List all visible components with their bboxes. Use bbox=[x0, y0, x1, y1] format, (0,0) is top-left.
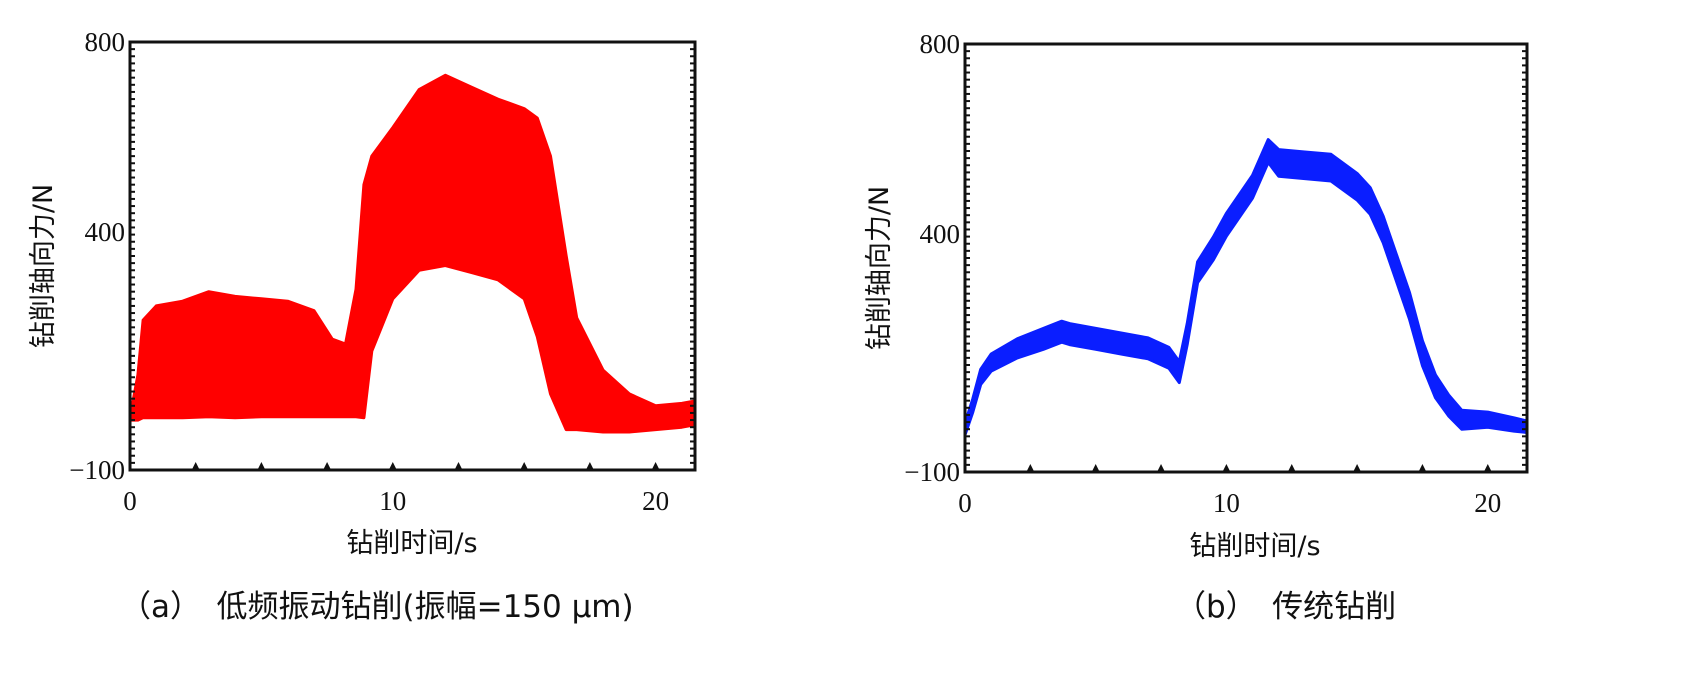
x-axis-title: 钻削时间/s bbox=[346, 528, 477, 559]
x-tick-mark bbox=[1091, 464, 1100, 472]
x-tick-label: 10 bbox=[1213, 488, 1240, 518]
x-tick-mark bbox=[454, 462, 463, 470]
x-tick-mark bbox=[388, 462, 397, 470]
x-axis-title: 钻削时间/s bbox=[1189, 531, 1320, 562]
x-tick-mark bbox=[1483, 464, 1492, 472]
y-tick-label: −100 bbox=[904, 457, 960, 487]
y-tick-label: 800 bbox=[920, 29, 961, 59]
x-tick-mark bbox=[1157, 464, 1166, 472]
y-tick-label: −100 bbox=[69, 455, 125, 485]
y-axis-title: 钻削轴向力/N bbox=[864, 186, 895, 350]
x-tick-mark bbox=[1222, 464, 1231, 472]
data-band bbox=[963, 138, 1529, 437]
y-axis-title: 钻削轴向力/N bbox=[28, 184, 59, 348]
x-tick-mark bbox=[323, 462, 332, 470]
x-tick-mark bbox=[1353, 464, 1362, 472]
x-tick-mark bbox=[585, 462, 594, 470]
x-tick-label: 0 bbox=[958, 488, 972, 518]
x-tick-mark bbox=[257, 462, 266, 470]
y-tick-label: 400 bbox=[920, 219, 961, 249]
x-tick-label: 0 bbox=[123, 486, 137, 516]
x-tick-mark bbox=[1287, 464, 1296, 472]
x-tick-label: 10 bbox=[379, 486, 406, 516]
x-tick-label: 20 bbox=[642, 486, 669, 516]
x-tick-label: 20 bbox=[1474, 488, 1501, 518]
x-tick-mark bbox=[1418, 464, 1427, 472]
data-band bbox=[128, 73, 697, 434]
figure-caption: （b） 传统钻削 bbox=[1175, 589, 1396, 625]
x-tick-mark bbox=[1026, 464, 1035, 472]
x-tick-mark bbox=[651, 462, 660, 470]
figure-caption: （a） 低频振动钻削(振幅=150 μm) bbox=[120, 589, 634, 625]
y-tick-label: 800 bbox=[85, 27, 126, 57]
x-tick-mark bbox=[191, 462, 200, 470]
y-tick-label: 400 bbox=[85, 217, 126, 247]
x-tick-mark bbox=[520, 462, 529, 470]
